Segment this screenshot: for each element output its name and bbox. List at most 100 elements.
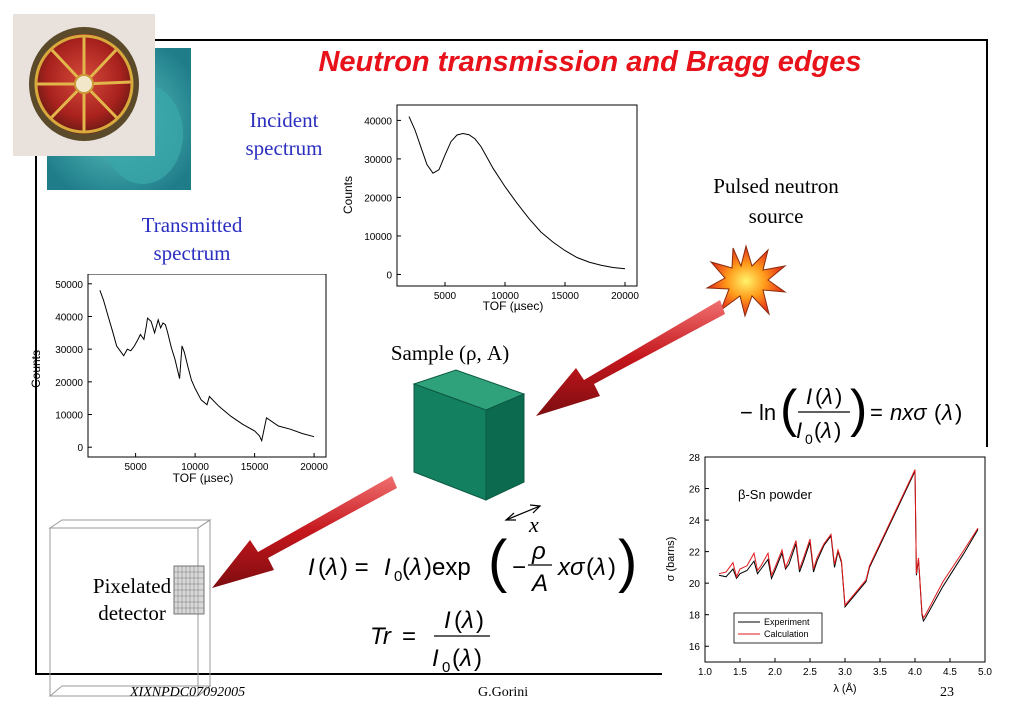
slide-title: Neutron transmission and Bragg edges (318, 46, 862, 78)
svg-text:): ) (474, 645, 482, 672)
svg-text:(: ( (402, 554, 410, 581)
svg-text:): ) (608, 554, 616, 581)
incident-spectrum-chart: 5000 10000 15000 20000 0 10000 20000 30000 40000… (341, 104, 639, 313)
y-tick-label: 28 (689, 453, 701, 464)
starburst-icon (705, 244, 787, 318)
svg-text:I: I (308, 554, 315, 581)
legend-label-calculation: Calculation (764, 629, 809, 639)
y-tick-label: 40000 (55, 312, 83, 323)
svg-text:xσ: xσ (557, 554, 586, 581)
svg-text:−: − (512, 554, 526, 581)
plot-frame (396, 104, 638, 287)
svg-text:)exp: )exp (424, 554, 471, 581)
svg-text:): ) (476, 607, 484, 634)
svg-text:(: ( (934, 400, 942, 425)
footer-page-number: 23 (940, 685, 954, 700)
y-tick-label: 30000 (55, 345, 83, 356)
series-line-calculation (718, 469, 979, 619)
svg-text:0: 0 (805, 431, 813, 447)
sample-box (412, 369, 526, 501)
svg-text:(: ( (452, 645, 460, 672)
svg-text:A: A (530, 570, 548, 597)
y-tick-label: 0 (386, 270, 392, 281)
transmitted-spectrum-line (99, 290, 315, 443)
svg-text:λ: λ (941, 400, 953, 425)
svg-text:λ: λ (408, 554, 422, 581)
svg-text:(: ( (318, 554, 326, 581)
svg-text:I: I (432, 645, 439, 672)
y-axis-label: σ (barns) (665, 537, 677, 582)
svg-text:I: I (444, 607, 451, 634)
pulsed-source-label: Pulsed neutron source (713, 174, 839, 228)
incident-spectrum-label: Incident spectrum (245, 108, 323, 160)
svg-text:λ: λ (460, 607, 474, 634)
x-direction-arrow (504, 504, 542, 521)
x-tick-label: 3.5 (873, 667, 887, 678)
svg-text:(: ( (780, 380, 798, 438)
y-tick-label: 10000 (55, 411, 83, 422)
slide-frame (35, 39, 988, 675)
x-tick-label: 20000 (611, 291, 639, 302)
x-tick-label: 10000 (491, 291, 519, 302)
y-axis-label: Counts (29, 350, 43, 388)
x-label: x (529, 512, 539, 537)
x-tick-label: 1.0 (698, 667, 712, 678)
svg-text:(: ( (488, 529, 507, 594)
svg-text:λ: λ (820, 418, 832, 443)
chart-title: β-Sn powder (738, 487, 813, 502)
svg-text:=: = (402, 623, 416, 650)
svg-text:Tr: Tr (370, 623, 392, 650)
sample-label: Sample (ρ, A) (390, 341, 510, 365)
legend-label-experiment: Experiment (764, 617, 810, 627)
x-tick-label: 15000 (551, 291, 579, 302)
svg-text:λ: λ (324, 554, 338, 581)
incident-beam-arrow (536, 300, 725, 416)
y-tick-label: 24 (689, 516, 701, 527)
incident-spectrum-line (408, 116, 626, 270)
svg-text:− ln: − ln (740, 400, 776, 425)
y-tick-label: 20000 (55, 378, 83, 389)
svg-text:): ) (618, 529, 637, 594)
x-tick-label: 2.5 (803, 667, 817, 678)
svg-text:λ: λ (592, 554, 606, 581)
y-tick-label: 40000 (364, 116, 392, 127)
svg-text:(: ( (814, 418, 822, 443)
svg-text:(: ( (586, 554, 594, 581)
svg-text:0: 0 (394, 568, 402, 585)
x-tick-label: 5000 (434, 291, 457, 302)
x-tick-label: 5000 (124, 462, 147, 473)
x-tick-label: 15000 (241, 462, 269, 473)
y-tick-label: 10000 (364, 232, 392, 243)
pixel-grid (173, 565, 205, 615)
x-tick-label: 1.5 (733, 667, 747, 678)
x-axis-label: λ (Å) (833, 682, 856, 695)
svg-text:λ: λ (821, 384, 833, 409)
transmitted-spectrum-chart: 5000 10000 15000 20000 0 10000 20000 30000 40000… (29, 274, 328, 485)
detector-box (48, 519, 212, 697)
svg-text:=: = (870, 400, 883, 425)
x-tick-label: 3.0 (838, 667, 852, 678)
transmission-equation: Tr = I ( λ ) I 0 ( λ ) (370, 607, 490, 676)
svg-text:λ: λ (458, 645, 472, 672)
svg-text:(: ( (815, 384, 823, 409)
svg-text:ρ: ρ (531, 538, 546, 565)
pixelated-detector-label: Pixelated detector (92, 574, 172, 625)
y-tick-label: 22 (689, 548, 701, 559)
x-tick-label: 5.0 (978, 667, 992, 678)
artifact-photo (13, 14, 191, 190)
footer-conference: XIXNPDC07092005 (130, 685, 246, 700)
svg-text:I: I (384, 554, 391, 581)
svg-text:): ) (850, 380, 867, 438)
y-tick-label: 30000 (364, 155, 392, 166)
x-tick-label: 4.5 (943, 667, 957, 678)
x-tick-label: 2.0 (768, 667, 782, 678)
svg-text:): ) (955, 400, 962, 425)
cross-section-chart: 1.0 1.5 2.0 2.5 3.0 3.5 4.0 4.5 5.0 16 18 20 22 24 26 2… (662, 447, 996, 701)
x-tick-label: 20000 (300, 462, 328, 473)
transmitted-beam-arrow (212, 476, 397, 588)
plot-frame (87, 274, 327, 458)
cross-section-equation: − ln ( I ( λ ) I 0 ( λ ) ) = nxσ ( λ ) (740, 380, 962, 447)
transmitted-spectrum-label: Transmitted spectrum (141, 213, 243, 265)
footer-author: G.Gorini (478, 685, 529, 700)
svg-text:0: 0 (442, 659, 450, 676)
